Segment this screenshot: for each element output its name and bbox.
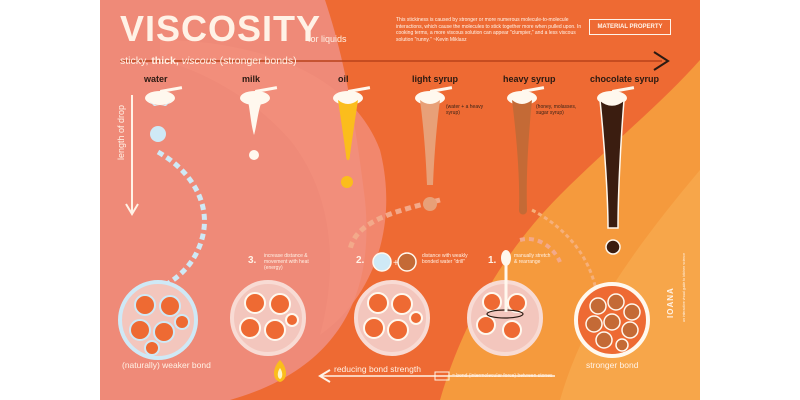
drop-heavy-syrup-stream [512,100,532,215]
heavy-path-dashes [531,208,598,291]
scale-arrow-head [653,51,670,71]
scale-sticky: sticky, [120,55,149,67]
drop-oil-stream [338,100,358,161]
drop-milk [249,150,259,160]
drop-oil [341,176,353,188]
molecule-weaker-bond [118,280,198,360]
scale-thick: thick, [151,55,179,67]
heavy-syrup-note: (honey, molasses, sugar syrup) [536,104,577,117]
drop-chocolate-syrup-stream [599,98,625,229]
category-badge: MATERIAL PROPERTY [589,19,671,35]
spoon-oil [333,86,371,105]
water-plus-bond-icon: + [372,252,417,272]
step-3-number: 3. [248,255,257,266]
scale-viscous: viscous [181,55,217,67]
weaker-bond-label: (naturally) weaker bond [122,360,211,370]
liquid-label-light-syrup: light syrup [412,74,459,84]
molecule-step-3 [230,280,306,356]
molecule-stronger-bond [574,282,650,358]
drop-light-syrup [423,197,437,211]
step-2-text: distance with weakly bonded water "drill… [422,253,468,266]
definition-quote: This stickiness is caused by stronger or… [396,17,582,43]
light-syrup-note: (water + a heavy syrup) [446,104,484,117]
stronger-bond-label: stronger bond [586,360,639,370]
bond-legend-label: = bond (intermolecular force) between st… [452,373,553,379]
liquid-label-milk: milk [242,74,261,84]
author-credit: IOANA [666,287,675,318]
bond-legend-swatch [434,371,450,381]
liquid-label-chocolate-syrup: chocolate syrup [590,74,660,84]
scale-bonds: (stronger bonds) [219,55,297,67]
credit-fine-print: an interactive visual guide to kitchen s… [682,252,686,322]
svg-text:+: + [393,258,399,269]
molecule-step-2 [354,280,430,356]
spoon-water [145,86,183,106]
spoon-milk [240,86,278,105]
liquid-label-heavy-syrup: heavy syrup [503,74,556,84]
viscosity-scale-label: sticky, thick, viscous (stronger bonds) [120,55,297,67]
liquid-label-oil: oil [338,74,349,84]
drop-length-axis-label: length of drop [116,104,126,160]
drop-milk-stream [248,101,262,135]
liquid-label-water: water [144,74,168,84]
poster-artwork: + [100,0,700,400]
length-arrow-head [125,203,139,216]
viscosity-poster: + [100,0,700,400]
drop-water [150,126,166,142]
drop-light-syrup-stream [420,100,440,185]
spoon-heavy-syrup [507,86,545,105]
flame-icon [274,360,286,382]
poster-subtitle: for liquids [308,34,347,44]
spoon-light-syrup [415,86,453,105]
drop-chocolate-syrup [605,239,621,255]
poster-title: VISCOSITY [120,8,322,49]
reducing-bond-strength-label: reducing bond strength [334,364,421,374]
lightpink-swirl [160,40,387,335]
step-2-number: 2. [356,255,365,266]
stirring-spoon-icon [501,250,511,312]
step-3-text: increase distance & movement with heat (… [264,253,309,272]
spoon-chocolate-syrup [597,86,635,105]
step-1-text: manually stretch & rearrange [514,253,551,266]
syrup-path-dashes [519,237,562,263]
reducing-arrow-head [318,369,331,383]
step-1-number: 1. [488,255,497,266]
molecule-step-1 [467,280,543,356]
